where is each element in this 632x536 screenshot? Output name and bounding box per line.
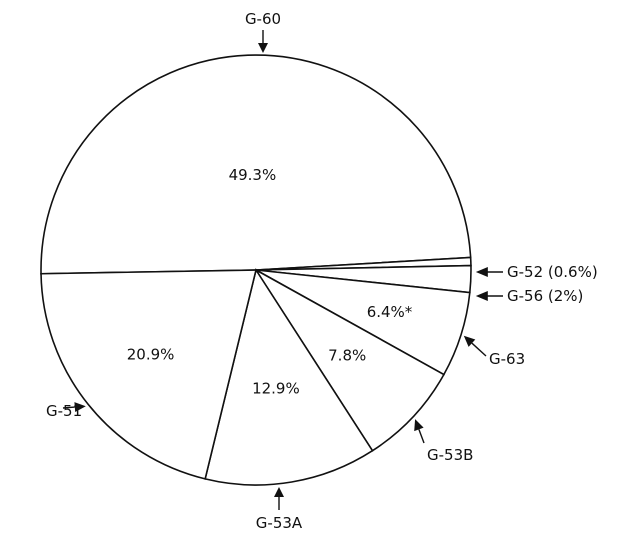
pie-value-labels: 49.3% 6.4%* 7.8% 12.9% 20.9% (127, 166, 413, 397)
pie-slice-g-51 (40, 269, 258, 480)
callout-arrow-head (258, 43, 268, 53)
callout-arrow-head (274, 487, 284, 497)
callout-label-g-56: G-56 (2%) (507, 287, 583, 305)
callout-label-g-63: G-63 (489, 350, 525, 368)
pie-value-label-g-60: 49.3% (229, 166, 277, 184)
callout-label-g-53b: G-53B (427, 446, 473, 464)
pie-callout-g-56: G-56 (2%) (475, 287, 583, 305)
pie-callout-g-53a: G-53A (256, 487, 303, 532)
callout-label-g-51: G-51 (46, 402, 82, 420)
callout-arrow-head (74, 402, 86, 412)
pie-callout-g-53b: G-53B (414, 419, 473, 464)
callout-label-g-53a: G-53A (256, 514, 303, 532)
pie-slice-g-53a (204, 268, 374, 486)
callout-label-g-60: G-60 (245, 10, 281, 28)
callout-arrow-line (471, 342, 487, 357)
pie-slice-g-60 (40, 54, 472, 275)
pie-wedges (40, 54, 472, 486)
callout-arrow-line (418, 429, 425, 444)
callout-label-g-52: G-52 (0.6%) (507, 263, 598, 281)
pie-callout-g-60: G-60 (245, 10, 281, 53)
callout-arrow-head (475, 267, 488, 277)
pie-slice-g-53b (255, 269, 445, 452)
pie-callout-g-52: G-52 (0.6%) (475, 263, 598, 281)
callout-arrow-line (62, 406, 75, 409)
callout-arrow-head (414, 419, 424, 432)
pie-value-label-g-51: 20.9% (127, 345, 175, 363)
pie-callout-g-51: G-51 (46, 402, 86, 420)
pie-callouts: G-60 G-52 (0.6%) G-56 (2%) G-63 G-53B G-53A G-… (46, 10, 598, 532)
callout-arrow-head (475, 291, 488, 301)
pie-callout-g-63: G-63 (463, 335, 525, 368)
pie-value-label-g-53b: 7.8% (328, 347, 366, 365)
pie-value-label-g-53a: 12.9% (252, 379, 300, 397)
callout-arrow-head (463, 335, 476, 347)
pie-value-label-g-63: 6.4%* (367, 303, 413, 321)
